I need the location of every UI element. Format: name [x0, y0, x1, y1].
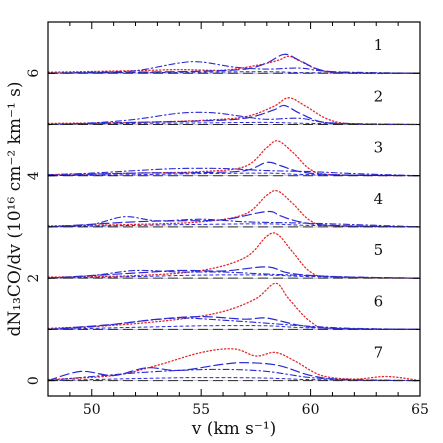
series-short-dash-blue: [47, 172, 421, 177]
x-tick-label: 60: [302, 402, 320, 418]
y-tick-label: 4: [26, 171, 42, 180]
y-tick-label: 6: [26, 69, 42, 78]
series-dash-dot-blue: [47, 61, 421, 74]
panel-label: 6: [374, 292, 384, 310]
baselines-layer: [48, 72, 420, 382]
series-short-dash-blue: [47, 377, 421, 382]
series-short-dash-blue: [47, 274, 421, 279]
series-dotted-red: [47, 140, 421, 177]
x-axis-title: v (km s⁻¹): [191, 419, 277, 439]
panel-label: 5: [374, 241, 384, 259]
series-short-dash-blue: [47, 71, 421, 74]
series-short-dash-blue: [47, 121, 421, 125]
series-dotted-red: [47, 282, 421, 331]
curves-layer: [47, 53, 421, 382]
series-long-dash-blue: [47, 315, 421, 330]
series-dotted-red: [47, 189, 421, 228]
x-tick-label: 50: [83, 402, 101, 418]
series-dash-dot-blue: [47, 167, 421, 177]
series-short-dash-blue: [47, 223, 421, 228]
panel-label: 1: [374, 36, 384, 54]
panel-label: 7: [374, 344, 384, 362]
series-dotted-red: [47, 55, 421, 75]
series-dotted-red: [47, 232, 421, 279]
y-tick-label: 2: [26, 274, 42, 283]
labels-layer: 50 55 60 65 0 2 4 6 1 2 3 4 5 6 7: [26, 36, 429, 418]
series-dash-dot-blue: [47, 216, 421, 228]
y-axis-title: dN₁₃CO/dv (10¹⁶ cm⁻² km⁻¹ s): [5, 81, 25, 336]
x-tick-label: 55: [192, 402, 210, 418]
panel-label: 4: [374, 190, 384, 208]
series-long-dash-blue: [47, 210, 421, 228]
series-dotted-red: [47, 97, 421, 126]
ticks-layer: [47, 21, 421, 396]
y-tick-label: 0: [26, 376, 42, 385]
x-tick-label: 65: [411, 402, 429, 418]
panel-label: 3: [374, 139, 384, 157]
series-dash-dot-blue: [47, 111, 421, 126]
series-short-dash-blue: [47, 325, 421, 330]
panel-label: 2: [374, 87, 384, 105]
series-long-dash-blue: [47, 161, 421, 177]
series-long-dash-blue: [47, 53, 421, 74]
plot-frame: [47, 21, 421, 397]
series-dash-dot-blue: [47, 368, 421, 382]
